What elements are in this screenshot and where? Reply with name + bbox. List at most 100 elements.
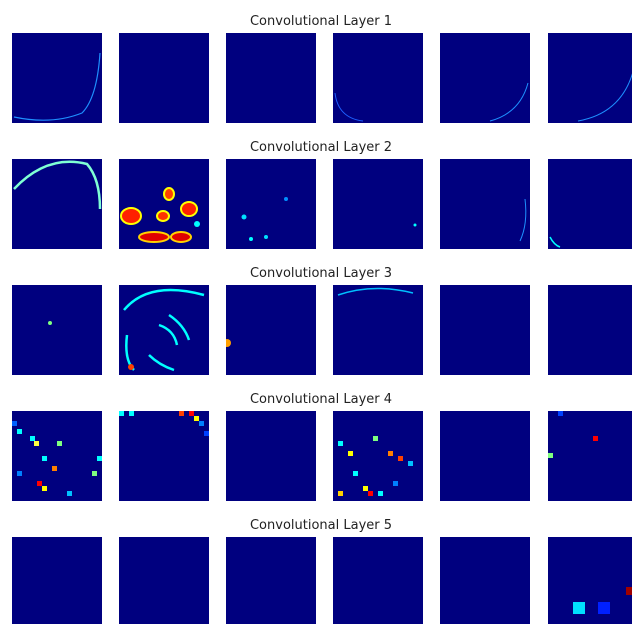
feature-map <box>226 537 316 624</box>
activations <box>119 285 209 375</box>
activation-pixel <box>338 441 343 446</box>
activation <box>264 235 268 239</box>
activation-pixel <box>388 451 393 456</box>
activation-pixel <box>548 453 553 458</box>
activation <box>121 208 141 224</box>
map-background <box>548 285 632 375</box>
activation <box>181 202 197 216</box>
activations <box>548 33 632 123</box>
activations <box>119 537 209 624</box>
activations <box>440 33 530 123</box>
activation <box>249 237 253 241</box>
feature-map <box>119 33 209 123</box>
map-background <box>548 411 632 501</box>
activation-pixel <box>378 491 383 496</box>
activations <box>12 285 102 375</box>
activation-pixel <box>67 491 72 496</box>
activation <box>171 232 191 242</box>
map-background <box>119 537 209 624</box>
activations <box>548 285 632 375</box>
activations <box>12 33 102 123</box>
activations <box>223 285 316 375</box>
feature-map <box>440 159 530 249</box>
activation <box>139 232 169 242</box>
feature-map <box>548 159 632 249</box>
activations <box>333 411 423 501</box>
activation <box>128 364 134 370</box>
map-background <box>226 411 316 501</box>
activations <box>333 159 423 249</box>
activation <box>414 224 417 227</box>
map-background <box>12 33 102 123</box>
activation <box>157 211 169 221</box>
map-background <box>333 285 423 375</box>
activation-pixel <box>17 429 22 434</box>
activation-pixel <box>558 411 563 416</box>
activation-pixel <box>17 471 22 476</box>
map-background <box>226 159 316 249</box>
map-background <box>333 159 423 249</box>
activation-pixel <box>626 587 632 595</box>
activation-pixel <box>52 466 57 471</box>
feature-map <box>333 537 423 624</box>
feature-map <box>226 411 316 501</box>
map-background <box>333 33 423 123</box>
activation-pixel <box>42 486 47 491</box>
activation-pixel <box>353 471 358 476</box>
map-background <box>333 537 423 624</box>
activation-pixel <box>37 481 42 486</box>
activation <box>223 339 231 347</box>
map-background <box>440 285 530 375</box>
activation-pixel <box>30 436 35 441</box>
map-background <box>119 33 209 123</box>
activation-pixel <box>194 416 199 421</box>
activations <box>333 537 423 624</box>
map-background <box>548 159 632 249</box>
activations <box>226 537 316 624</box>
feature-map <box>333 411 423 501</box>
row-title: Convolutional Layer 1 <box>250 14 392 29</box>
row-title: Convolutional Layer 2 <box>250 140 392 155</box>
feature-map <box>119 285 209 375</box>
activations <box>119 159 209 249</box>
feature-map <box>119 411 209 501</box>
activations <box>548 411 632 501</box>
map-background <box>12 159 102 249</box>
activation-pixel <box>189 411 194 416</box>
activation-pixel <box>92 471 97 476</box>
activation <box>194 221 200 227</box>
row-title: Convolutional Layer 5 <box>250 518 392 533</box>
feature-map <box>440 285 530 375</box>
feature-map <box>226 33 316 123</box>
map-background <box>119 285 209 375</box>
map-background <box>440 33 530 123</box>
map-background <box>548 537 632 624</box>
activations <box>226 33 316 123</box>
activations <box>440 159 530 249</box>
activations <box>12 411 102 501</box>
map-background <box>119 411 209 501</box>
activation-pixel <box>338 491 343 496</box>
activations <box>119 33 209 123</box>
activations <box>119 411 209 501</box>
figure: Convolutional Layer 1 Convolutional Layer… <box>0 0 632 624</box>
activation <box>242 215 247 220</box>
activation-pixel <box>119 411 124 416</box>
activation-pixel <box>348 451 353 456</box>
activation-pixel <box>408 461 413 466</box>
feature-map <box>119 537 209 624</box>
page: Convolutional Layer 1 Convolutional Layer… <box>0 0 632 624</box>
map-background <box>440 411 530 501</box>
map-background <box>440 159 530 249</box>
activations <box>12 537 102 624</box>
activation-pixel <box>57 441 62 446</box>
row-title: Convolutional Layer 4 <box>250 392 392 407</box>
activations <box>440 537 530 624</box>
activation-pixel <box>12 421 17 426</box>
activation <box>284 197 288 201</box>
feature-map <box>119 159 209 249</box>
feature-map <box>333 285 423 375</box>
activation-pixel <box>34 441 39 446</box>
feature-map <box>12 159 102 249</box>
activation-pixel <box>593 436 598 441</box>
